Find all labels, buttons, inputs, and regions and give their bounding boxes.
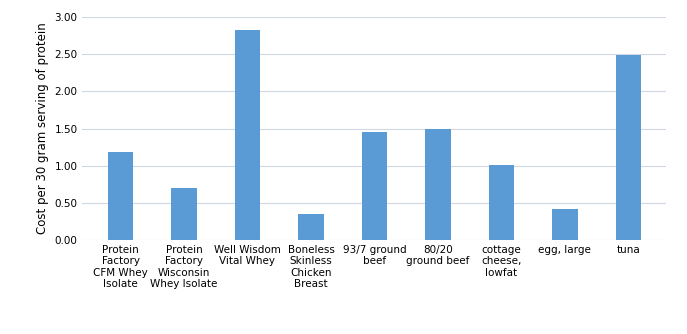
Bar bbox=[235, 30, 260, 240]
Bar bbox=[616, 55, 641, 240]
Bar bbox=[298, 214, 324, 240]
Y-axis label: Cost per 30 gram serving of protein: Cost per 30 gram serving of protein bbox=[36, 23, 49, 234]
Bar bbox=[108, 152, 133, 240]
Bar bbox=[488, 165, 514, 240]
Bar bbox=[425, 129, 451, 240]
Bar bbox=[362, 132, 387, 240]
Bar bbox=[552, 209, 578, 240]
Bar bbox=[171, 188, 196, 240]
